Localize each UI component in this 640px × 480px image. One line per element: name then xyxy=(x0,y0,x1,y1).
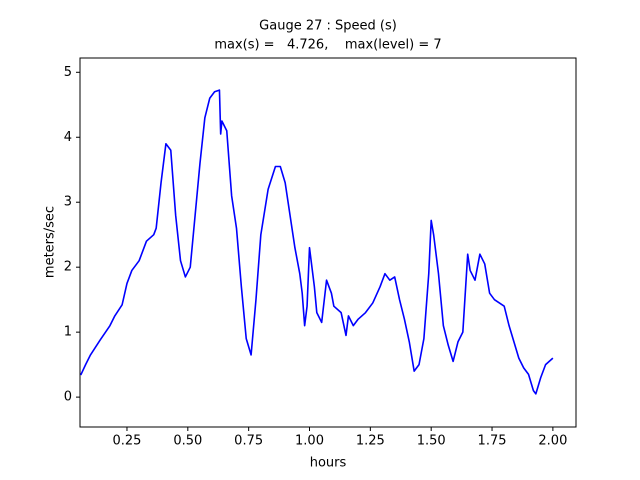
x-tick-label: 1.50 xyxy=(417,434,446,449)
data-line xyxy=(80,89,554,395)
chart-subtitle: max(s) = 4.726, max(level) = 7 xyxy=(214,38,441,53)
x-tick-label: 2.00 xyxy=(538,434,567,449)
x-tick-label: 0.50 xyxy=(173,434,202,449)
x-tick-label: 0.75 xyxy=(234,434,263,449)
y-axis-label: meters/sec xyxy=(43,206,58,278)
x-tick-label: 1.75 xyxy=(478,434,507,449)
x-tick-label: 1.00 xyxy=(295,434,324,449)
x-tick-label: 1.25 xyxy=(356,434,385,449)
plot-frame xyxy=(79,57,577,428)
x-tick-label: 0.25 xyxy=(112,434,141,449)
x-axis-label: hours xyxy=(310,456,347,471)
y-tick-label: 4 xyxy=(64,130,72,145)
y-tick-label: 5 xyxy=(64,65,72,80)
y-tick-label: 0 xyxy=(64,390,72,405)
chart-title: Gauge 27 : Speed (s) xyxy=(259,19,397,34)
y-tick-label: 1 xyxy=(64,325,72,340)
y-tick-label: 2 xyxy=(64,260,72,275)
y-tick-label: 3 xyxy=(64,195,72,210)
